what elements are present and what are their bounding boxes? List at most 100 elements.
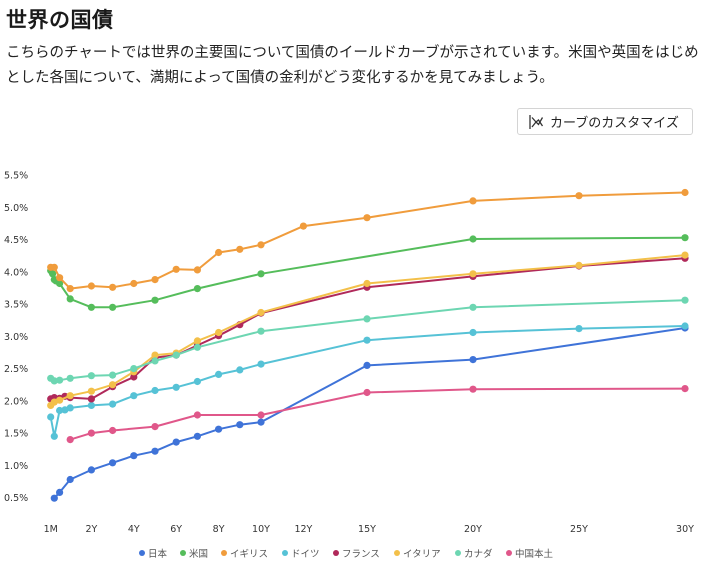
data-point[interactable]	[109, 459, 117, 467]
data-point[interactable]	[66, 295, 74, 303]
data-point[interactable]	[66, 436, 74, 444]
data-point[interactable]	[151, 276, 159, 284]
data-point[interactable]	[236, 245, 244, 253]
data-point[interactable]	[363, 361, 371, 369]
legend-item[interactable]: カナダ	[455, 548, 493, 560]
data-point[interactable]	[66, 374, 74, 382]
data-point[interactable]	[215, 328, 223, 337]
data-point[interactable]	[681, 296, 689, 304]
data-point[interactable]	[681, 385, 689, 393]
data-point[interactable]	[363, 388, 371, 397]
data-point[interactable]	[299, 222, 307, 230]
data-point[interactable]	[109, 303, 117, 311]
data-point[interactable]	[193, 285, 201, 293]
data-point[interactable]	[87, 429, 95, 437]
data-point[interactable]	[257, 308, 265, 317]
data-point[interactable]	[130, 392, 138, 400]
legend-item[interactable]: 日本	[139, 548, 168, 560]
data-point[interactable]	[193, 377, 201, 386]
data-point[interactable]	[109, 381, 117, 389]
data-point[interactable]	[575, 192, 583, 200]
data-point[interactable]	[363, 214, 371, 222]
data-point[interactable]	[47, 413, 55, 421]
data-point[interactable]	[193, 266, 201, 274]
legend[interactable]: 日本 米国 イギリス ドイツ フランス イタリア カナダ 中国本土	[139, 548, 554, 560]
data-point[interactable]	[172, 351, 180, 359]
data-point[interactable]	[257, 327, 265, 335]
data-point[interactable]	[681, 251, 689, 259]
data-point[interactable]	[193, 411, 201, 419]
data-point[interactable]	[130, 373, 138, 381]
data-point[interactable]	[49, 270, 57, 278]
data-point[interactable]	[66, 392, 74, 400]
data-point[interactable]	[56, 396, 64, 404]
legend-item[interactable]: 中国本土	[506, 548, 554, 560]
data-point[interactable]	[257, 411, 265, 419]
data-point[interactable]	[681, 322, 689, 330]
data-point[interactable]	[193, 343, 201, 351]
data-point[interactable]	[109, 283, 117, 291]
customize-curve-button[interactable]: カーブのカスタマイズ	[517, 108, 693, 135]
data-point[interactable]	[56, 406, 64, 415]
data-point[interactable]	[87, 282, 95, 290]
data-point[interactable]	[236, 366, 244, 374]
data-point[interactable]	[87, 372, 95, 380]
data-point[interactable]	[50, 494, 58, 502]
data-point[interactable]	[50, 432, 58, 440]
data-point[interactable]	[50, 377, 58, 385]
data-point[interactable]	[363, 315, 371, 323]
data-point[interactable]	[363, 279, 371, 288]
legend-item[interactable]: ドイツ	[282, 549, 320, 560]
data-point[interactable]	[469, 270, 477, 278]
data-point[interactable]	[469, 328, 477, 337]
legend-item[interactable]: フランス	[333, 549, 380, 560]
data-point[interactable]	[87, 395, 95, 403]
data-point[interactable]	[130, 452, 138, 460]
data-point[interactable]	[469, 356, 477, 364]
data-point[interactable]	[193, 432, 201, 440]
data-point[interactable]	[87, 387, 95, 395]
data-point[interactable]	[130, 365, 138, 373]
data-point[interactable]	[109, 426, 117, 435]
data-point[interactable]	[172, 265, 180, 273]
data-point[interactable]	[257, 418, 265, 426]
data-point[interactable]	[215, 370, 223, 378]
data-point[interactable]	[193, 337, 201, 345]
legend-item[interactable]: イタリア	[394, 549, 441, 560]
legend-item[interactable]: 米国	[180, 548, 208, 560]
data-point[interactable]	[575, 325, 583, 333]
data-point[interactable]	[172, 383, 180, 391]
data-point[interactable]	[172, 438, 180, 446]
data-point[interactable]	[66, 475, 74, 484]
data-point[interactable]	[469, 385, 477, 393]
data-point[interactable]	[109, 400, 117, 408]
data-point[interactable]	[681, 188, 689, 197]
data-point[interactable]	[151, 423, 159, 431]
data-point[interactable]	[151, 357, 159, 365]
data-point[interactable]	[151, 447, 159, 455]
data-point[interactable]	[215, 248, 223, 257]
data-point[interactable]	[87, 401, 95, 409]
data-point[interactable]	[151, 351, 159, 359]
data-point[interactable]	[87, 466, 95, 474]
data-point[interactable]	[130, 279, 138, 288]
data-point[interactable]	[66, 285, 74, 293]
data-point[interactable]	[56, 274, 64, 282]
data-point[interactable]	[469, 235, 477, 243]
data-point[interactable]	[56, 376, 64, 384]
data-point[interactable]	[66, 404, 74, 412]
data-point[interactable]	[257, 270, 265, 278]
data-point[interactable]	[215, 425, 223, 433]
data-point[interactable]	[151, 296, 159, 304]
data-point[interactable]	[109, 371, 117, 379]
data-point[interactable]	[50, 263, 58, 271]
data-point[interactable]	[257, 241, 265, 249]
data-point[interactable]	[87, 303, 95, 311]
data-point[interactable]	[151, 386, 159, 395]
data-point[interactable]	[363, 336, 371, 344]
data-point[interactable]	[575, 261, 583, 269]
legend-item[interactable]: イギリス	[221, 549, 268, 560]
data-point[interactable]	[257, 360, 265, 368]
data-point[interactable]	[469, 303, 477, 311]
data-point[interactable]	[681, 234, 689, 242]
